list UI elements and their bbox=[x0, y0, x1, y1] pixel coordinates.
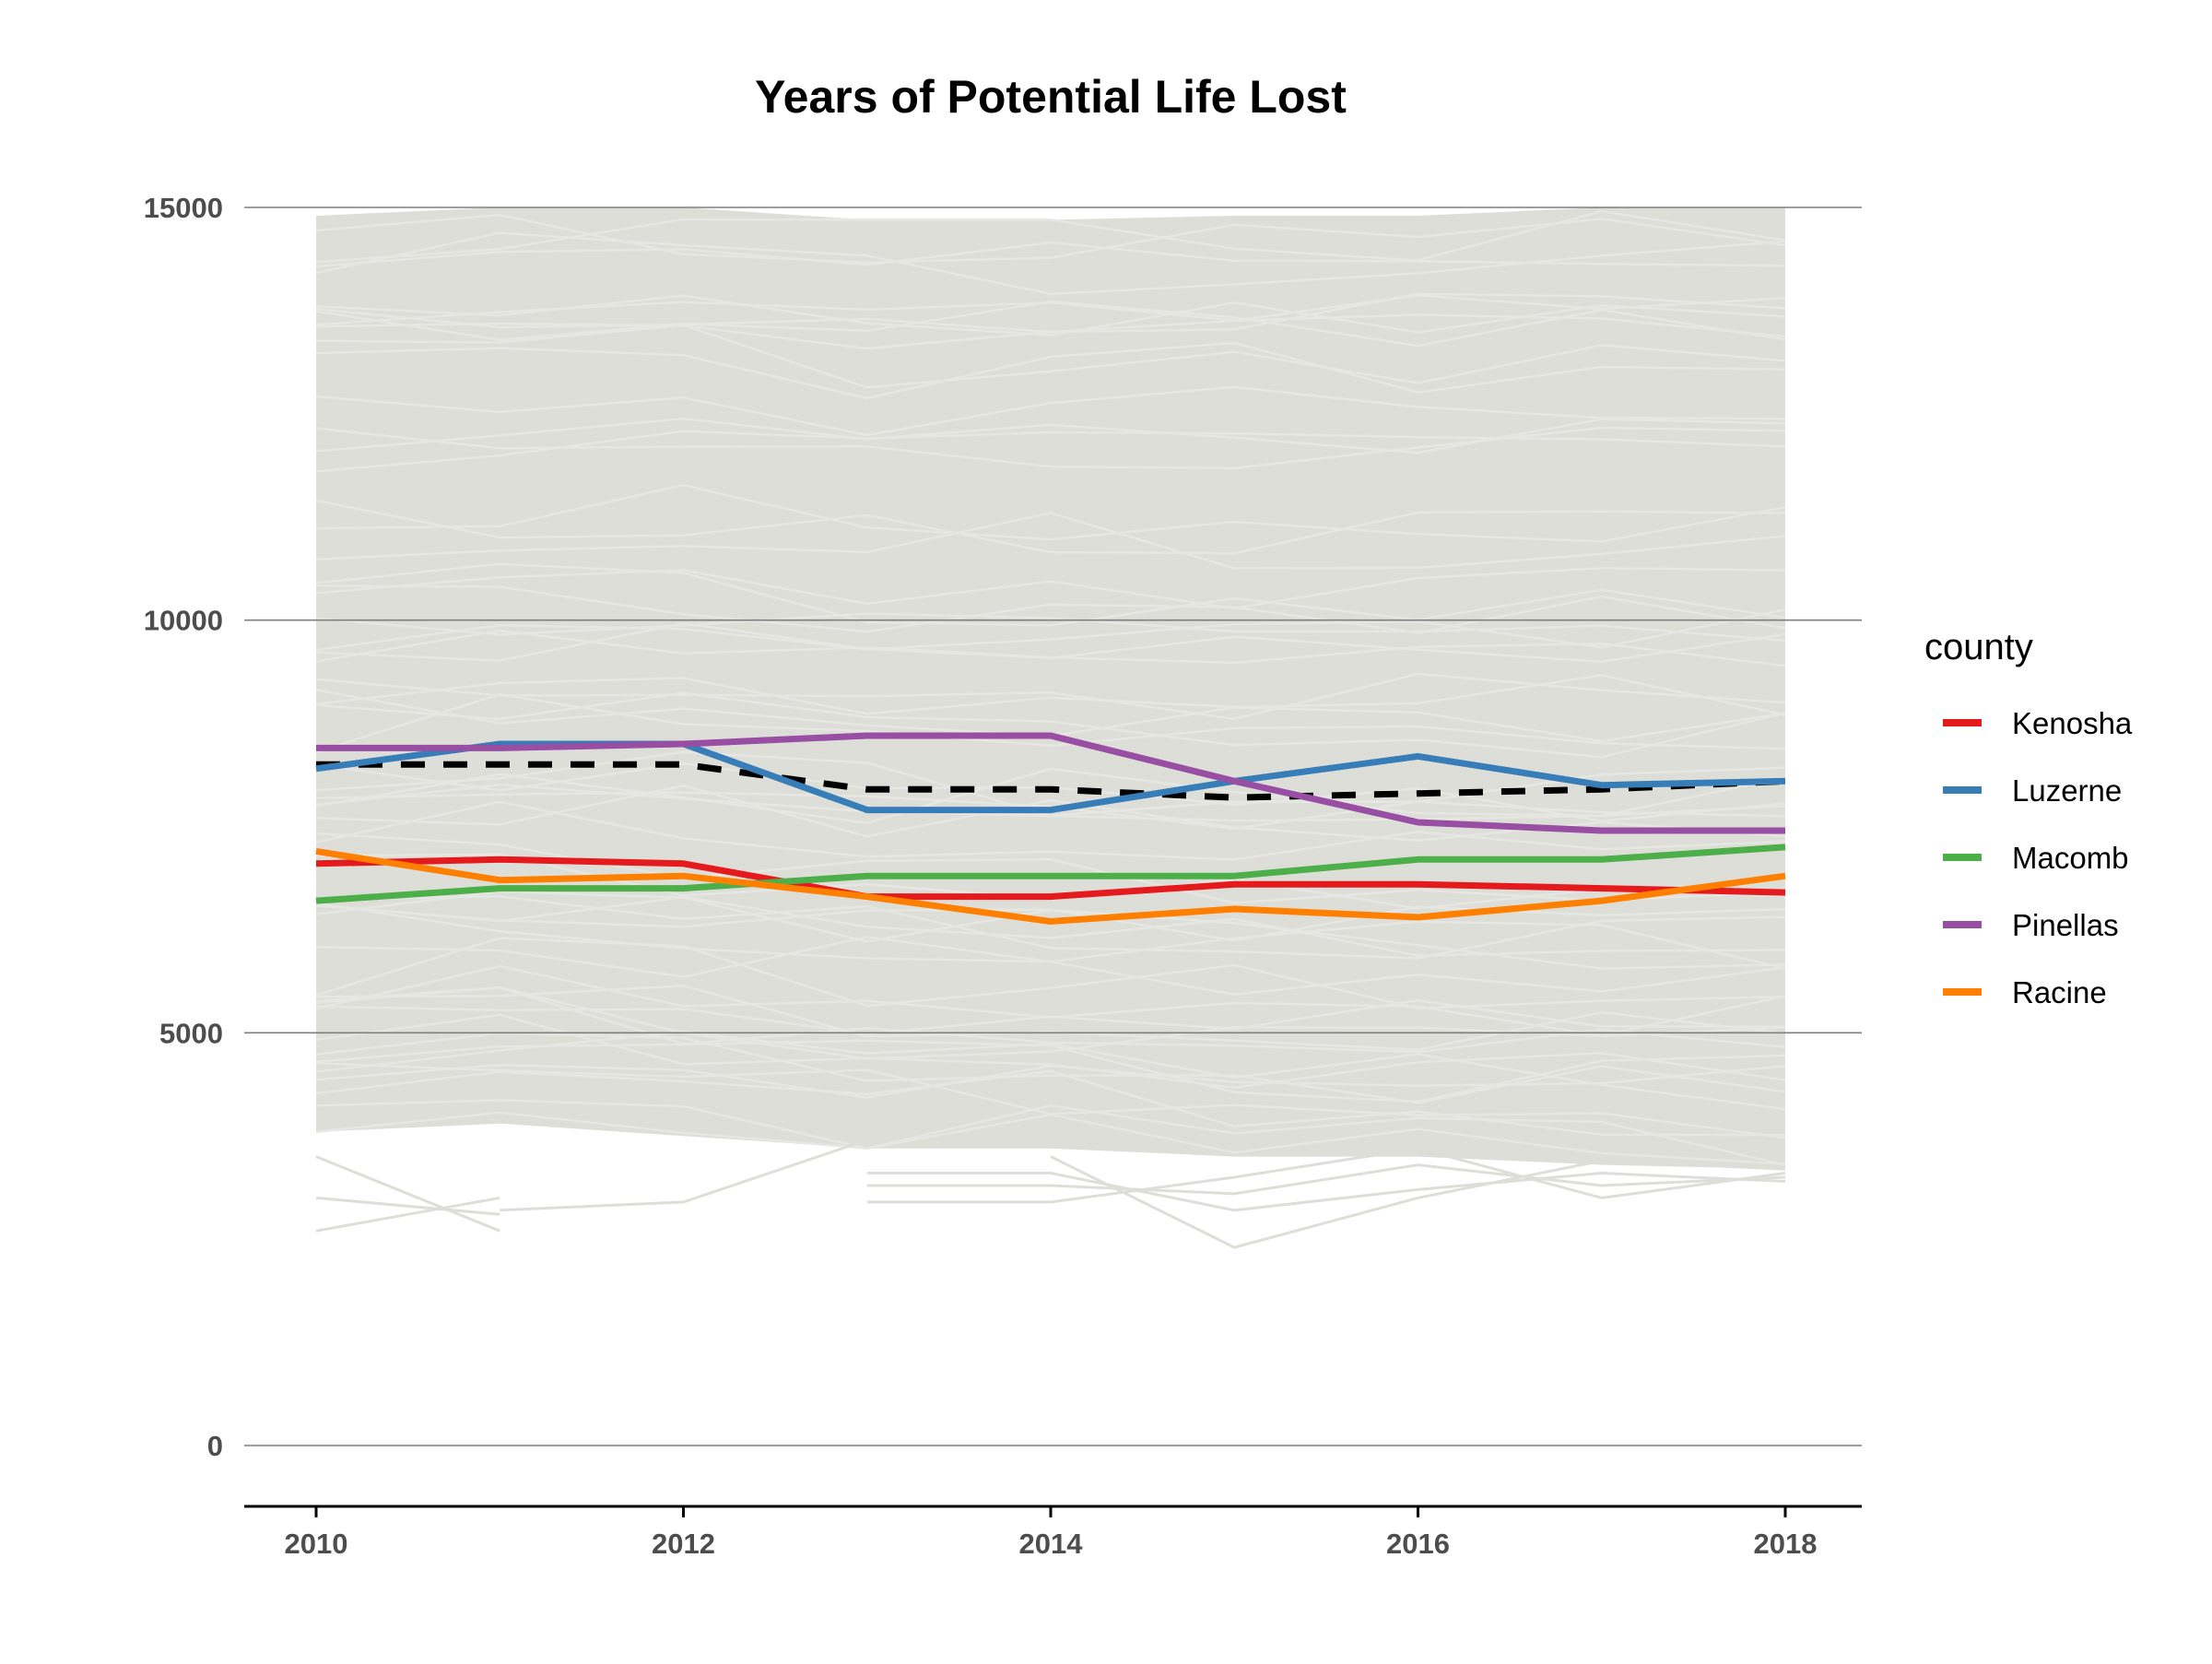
background-county-line bbox=[315, 986, 1786, 1054]
background-county-line bbox=[315, 691, 1786, 759]
background-county-line bbox=[315, 1196, 500, 1216]
background-county-line bbox=[315, 1032, 1786, 1104]
x-tick-label: 2014 bbox=[1019, 1528, 1084, 1560]
highlighted-series bbox=[315, 732, 1786, 925]
background-county-line bbox=[315, 904, 1786, 942]
background-county-line bbox=[315, 784, 1786, 822]
background-county-line bbox=[315, 1155, 500, 1233]
background-county-line bbox=[315, 1063, 1786, 1099]
background-county-line bbox=[315, 895, 1786, 960]
background-county-line bbox=[315, 417, 1786, 454]
background-county-line bbox=[315, 385, 1786, 437]
background-county-line bbox=[315, 1196, 500, 1233]
background-county-line bbox=[315, 430, 1786, 473]
background-county-line bbox=[866, 1163, 1786, 1196]
background-county-line bbox=[315, 512, 1786, 570]
background-county-line bbox=[315, 936, 1786, 997]
background-county-line bbox=[315, 1013, 1786, 1090]
background-county-line bbox=[315, 895, 1786, 957]
background-county-line bbox=[315, 800, 1786, 861]
background-county-line bbox=[315, 832, 1786, 904]
background-county-line bbox=[315, 767, 1786, 825]
background-county-line bbox=[315, 998, 1786, 1035]
background-county-line bbox=[315, 584, 1786, 634]
background-county-line bbox=[315, 692, 1786, 753]
y-tick-label: 5000 bbox=[159, 1017, 223, 1049]
background-county-line bbox=[315, 937, 1786, 1010]
background-county-line bbox=[315, 629, 1786, 667]
grid-lines bbox=[244, 207, 1862, 1446]
background-county-line bbox=[315, 483, 1786, 543]
legend-item-racine: Racine bbox=[1943, 975, 2107, 1009]
legend-label: Macomb bbox=[2012, 841, 2129, 875]
legend-item-luzerne: Luzerne bbox=[1943, 773, 2122, 808]
legend: county Kenosha Luzerne Macomb Pinellas Racin… bbox=[1924, 627, 2133, 1009]
background-county-line bbox=[315, 1039, 1786, 1103]
y-tick-label: 15000 bbox=[144, 192, 223, 224]
background-county-line bbox=[315, 562, 1786, 627]
legend-item-kenosha: Kenosha bbox=[1943, 706, 2133, 740]
background-county-line bbox=[315, 294, 1786, 336]
x-tick-label: 2016 bbox=[1386, 1528, 1450, 1560]
series-line-racine bbox=[315, 847, 1786, 925]
reference-dashed-line bbox=[316, 761, 1786, 801]
background-county-line bbox=[315, 566, 1786, 610]
background-county-line bbox=[315, 209, 1786, 264]
background-county-line bbox=[315, 341, 1786, 400]
background-county-line bbox=[315, 608, 1786, 652]
legend-label: Racine bbox=[2012, 975, 2107, 1009]
background-county-line bbox=[315, 1069, 1786, 1137]
legend-label: Luzerne bbox=[2012, 773, 2122, 808]
legend-label: Pinellas bbox=[2012, 908, 2119, 942]
background-county-line bbox=[315, 612, 1786, 643]
background-county-line bbox=[315, 674, 1786, 716]
y-tick-label: 0 bbox=[207, 1430, 223, 1462]
background-county-line bbox=[315, 499, 1786, 555]
background-county-line bbox=[315, 213, 1786, 264]
legend-title: county bbox=[1924, 627, 2033, 667]
background-county-line bbox=[1050, 1155, 1786, 1249]
x-tick-label: 2012 bbox=[652, 1528, 715, 1560]
background-county-line bbox=[315, 241, 1786, 268]
series-line-pinellas bbox=[316, 732, 1785, 834]
background-county-line bbox=[315, 292, 1786, 350]
background-county-line bbox=[315, 1061, 1786, 1139]
legend-label: Kenosha bbox=[2012, 706, 2133, 740]
background-county-line bbox=[315, 324, 1786, 389]
series-line-macomb bbox=[315, 844, 1786, 904]
background-county-line bbox=[315, 231, 1786, 296]
background-county-line bbox=[315, 1099, 1786, 1167]
axes: 0 5000 10000 15000 2010 2012 2014 2016 2018 bbox=[144, 192, 1862, 1560]
chart-title: Years of Potential Life Lost bbox=[755, 71, 1347, 123]
background-county-line bbox=[315, 300, 1786, 348]
y-tick-label: 10000 bbox=[144, 605, 223, 637]
background-county-line bbox=[866, 1147, 1786, 1204]
legend-item-macomb: Macomb bbox=[1943, 841, 2129, 875]
legend-item-pinellas: Pinellas bbox=[1943, 908, 2119, 942]
x-tick-label: 2010 bbox=[285, 1528, 348, 1560]
background-county-line bbox=[315, 791, 1786, 831]
x-tick-label: 2018 bbox=[1754, 1528, 1818, 1560]
series-line-kenosha bbox=[315, 856, 1786, 901]
background-county-line bbox=[500, 1139, 868, 1212]
background-county-line bbox=[866, 1171, 1786, 1212]
